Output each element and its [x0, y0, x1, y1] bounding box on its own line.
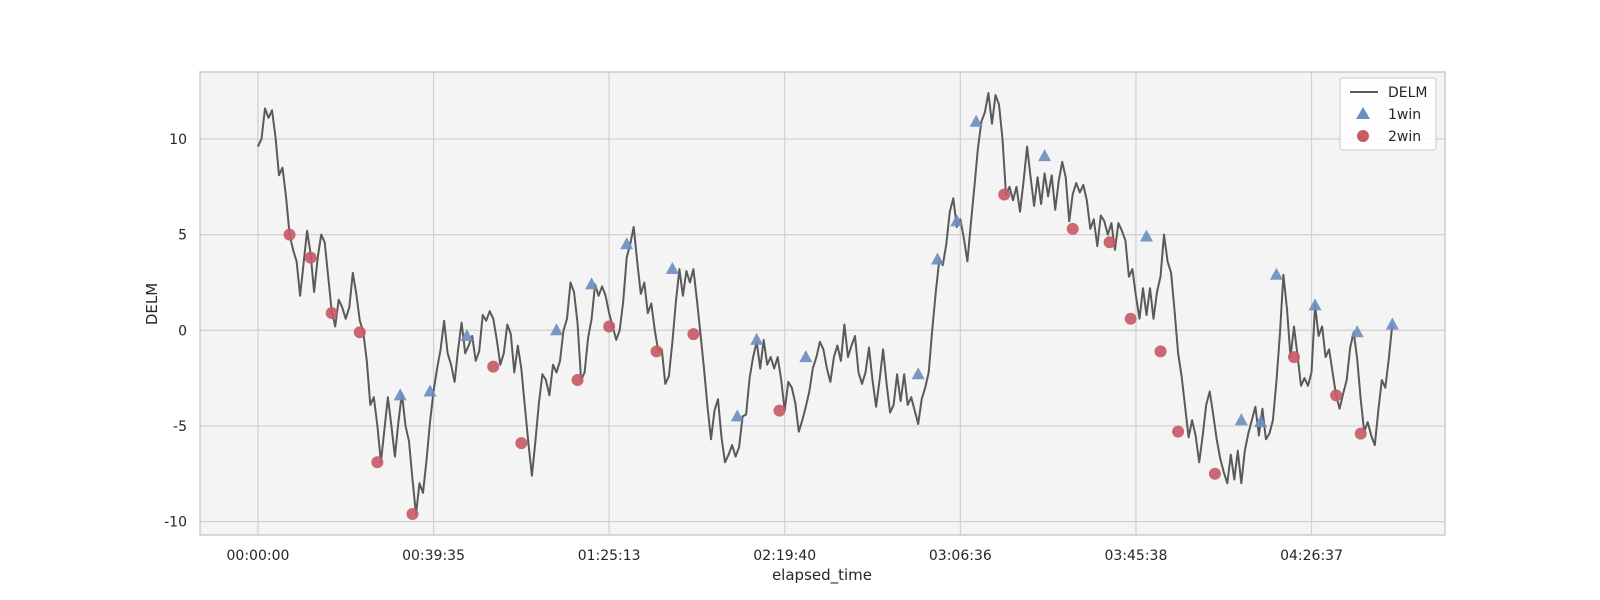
- marker-2win: [603, 320, 616, 333]
- x-tick-label: 03:06:36: [929, 548, 992, 564]
- marker-2win: [1066, 222, 1079, 235]
- marker-1win: [1269, 267, 1283, 280]
- marker-2win: [1103, 236, 1116, 249]
- marker-1win: [969, 114, 983, 127]
- marker-1win: [1308, 298, 1322, 311]
- plot-background: [200, 72, 1445, 535]
- marker-2win: [1124, 312, 1137, 325]
- series-markers: [283, 114, 1399, 520]
- y-tick-label: -10: [164, 515, 187, 531]
- marker-1win: [549, 323, 563, 336]
- marker-2win: [998, 188, 1011, 201]
- marker-1win: [1254, 415, 1268, 428]
- marker-2win: [515, 437, 528, 450]
- y-tick-label: 10: [169, 132, 187, 148]
- marker-1win: [1234, 413, 1248, 426]
- series-line-delm: [256, 92, 1394, 515]
- marker-1win: [1350, 325, 1364, 338]
- marker-1win: [950, 214, 964, 227]
- marker-2win: [487, 360, 500, 373]
- marker-2win: [304, 251, 317, 264]
- x-tick-label: 04:26:37: [1280, 548, 1343, 564]
- marker-2win: [1287, 351, 1300, 364]
- marker-1win: [1038, 149, 1052, 162]
- x-tick-label: 00:39:35: [402, 548, 465, 564]
- series-lines: [256, 92, 1394, 515]
- marker-1win: [931, 252, 945, 265]
- x-tick-label: 00:00:00: [227, 548, 290, 564]
- marker-2win: [353, 326, 366, 339]
- marker-1win: [799, 350, 813, 363]
- marker-2win: [325, 307, 338, 320]
- marker-2win: [650, 345, 663, 358]
- y-tick-label: 0: [178, 323, 187, 339]
- plot-frame: [199, 71, 1446, 536]
- legend-label-2win: 2win: [1388, 129, 1421, 145]
- grid-lines: [200, 72, 1445, 535]
- legend: DELM 1win 2win: [1339, 77, 1437, 151]
- legend-triangle-swatch: [1356, 107, 1370, 119]
- marker-1win: [911, 367, 925, 380]
- marker-2win: [406, 507, 419, 520]
- y-tick-label: -5: [173, 419, 187, 435]
- marker-1win: [1139, 229, 1153, 242]
- marker-1win: [750, 332, 764, 345]
- marker-1win: [1385, 317, 1399, 330]
- marker-1win: [585, 277, 599, 290]
- marker-2win: [371, 456, 384, 469]
- marker-1win: [460, 329, 474, 342]
- marker-2win: [1154, 345, 1167, 358]
- y-tick-label: 5: [178, 228, 187, 244]
- y-axis-label: DELM: [143, 283, 161, 325]
- marker-1win: [730, 409, 744, 422]
- marker-1win: [393, 388, 407, 401]
- x-tick-label: 03:45:38: [1104, 548, 1167, 564]
- marker-2win: [773, 404, 786, 417]
- marker-1win: [423, 384, 437, 397]
- marker-2win: [1172, 425, 1185, 438]
- marker-1win: [620, 237, 634, 250]
- legend-label-1win: 1win: [1388, 107, 1421, 123]
- x-tick-label: 01:25:13: [578, 548, 641, 564]
- marker-2win: [1208, 467, 1221, 480]
- marker-2win: [283, 228, 296, 241]
- marker-2win: [1354, 427, 1367, 440]
- marker-2win: [1330, 389, 1343, 402]
- legend-label-delm: DELM: [1388, 85, 1428, 101]
- marker-2win: [687, 328, 700, 341]
- legend-circle-swatch: [1357, 130, 1369, 142]
- marker-1win: [665, 262, 679, 275]
- x-tick-label: 02:19:40: [753, 548, 816, 564]
- marker-2win: [571, 374, 584, 387]
- x-axis-label: elapsed_time: [772, 566, 872, 585]
- tick-labels: 00:00:00 00:39:35 01:25:13 02:19:40 03:06:36…: [164, 132, 1343, 564]
